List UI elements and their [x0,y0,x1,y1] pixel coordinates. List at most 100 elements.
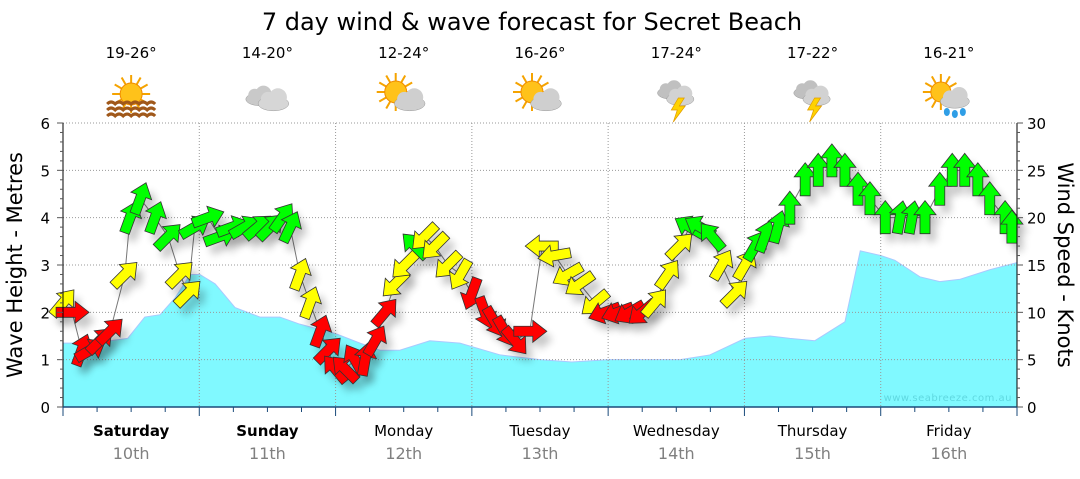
day-name-label: Thursday [777,422,848,440]
left-tick-label: 6 [40,115,50,133]
rain-drop [959,108,966,116]
sun-ray [385,75,392,83]
wind-arrow [640,289,667,319]
right-tick-label: 30 [1027,115,1046,133]
wind-arrow [164,261,193,290]
wind-arrow [144,201,167,235]
day-name-label: Friday [926,422,972,440]
sun-ray [515,96,523,103]
sun-ray [400,75,407,83]
wind-arrow [422,230,451,259]
temperature-label: 12-24° [378,44,429,62]
left-tick-label: 1 [40,352,50,370]
wind-arrow [565,270,597,296]
wind-arrow-shadow [428,239,456,267]
left-tick-label: 5 [40,162,50,180]
thunderstorm-icon [657,80,695,123]
day-date-label: 13th [522,444,559,463]
sun-showers-icon [922,74,970,118]
day-date-label: 16th [930,444,967,463]
cloud-shape [268,88,287,107]
sun-ray [924,82,933,88]
wind-arrow [94,318,123,347]
wind-arrow [109,261,138,290]
wind-arrow [833,152,857,187]
right-tick-label: 15 [1027,257,1046,275]
left-axis-label: Wave Height - Metres [3,152,27,378]
day-date-label: 12th [385,444,422,463]
wind-arrows [48,143,1029,393]
sun-ray [930,75,937,84]
wind-arrow [129,182,153,216]
wind-arrow [190,205,225,229]
sun-ray [949,82,957,88]
day-name-label: Sunday [236,422,299,440]
left-tick-label: 4 [40,210,50,228]
wind-arrow [653,260,679,291]
wind-arrow [370,298,397,329]
wind-arrow-shadow [389,277,417,304]
sun-ray [404,81,413,88]
wind-arrow [152,224,181,253]
right-tick-label: 0 [1027,399,1037,417]
wind-arrow [719,280,748,309]
weather-icons: 19-26° 14-20° 12-24° 16-26° 17-24° 17-22° 16-2… [106,44,974,123]
day-name-label: Saturday [93,422,170,440]
watermark: www.seabreeze.com.au [884,393,1012,404]
right-tick-label: 5 [1027,352,1037,370]
wind-arrow [977,181,1002,216]
cloudy-icon [245,85,289,112]
day-date-label: 10th [113,444,150,463]
wind-arrow [513,319,548,344]
cloud-shape [812,85,829,102]
sun-ray [536,75,543,83]
day-name-label: Tuesday [508,422,570,440]
sun-ray [930,100,937,109]
partly-cloudy-icon [513,73,562,112]
sun-ray [924,96,933,102]
cloud-shape [541,88,560,107]
day-name-label: Monday [374,422,433,440]
cloud-shape [405,88,424,107]
temperature-label: 19-26° [106,44,157,62]
sun-ray [541,81,549,88]
wind-arrow [362,325,387,358]
wind-arrow [172,280,201,309]
haze-wave [106,106,157,113]
wind-arrow-shadow [101,327,129,355]
sun-ray [140,83,149,90]
sun-ray [385,101,392,109]
temperature-label: 17-24° [651,44,702,62]
cloud-shape [676,85,693,102]
axes: 0 1 2 3 4 5 6 0 5 10 15 20 25 30 Saturday 10th Sunday 11t… [40,115,1046,463]
temperature-label: 16-26° [514,44,565,62]
cloud-shape [950,86,968,104]
wind-arrow-shadow [715,258,739,290]
lightning-bolt [806,97,823,123]
right-tick-label: 10 [1027,304,1046,322]
wind-arrow-shadow [571,278,602,303]
sun-ray [515,81,523,88]
wind-arrow [708,249,734,282]
left-tick-label: 3 [40,257,50,275]
rain-drop [943,108,950,116]
wind-arrow [524,234,559,258]
wind-arrow-shadow [116,270,143,298]
wind-arrow-shadow [179,289,206,317]
wind-arrow [664,233,693,262]
right-tick-label: 20 [1027,210,1046,228]
wind-arrow [700,223,727,253]
wind-arrow [309,314,333,349]
wind-arrow [767,210,791,245]
partly-cloudy-icon [376,73,426,112]
haze-wave [106,100,157,107]
lightning-bolt [670,97,686,123]
wind-arrow [448,257,474,290]
temperature-label: 17-22° [787,44,838,62]
right-axis-label: Wind Speed - Knots [1053,162,1077,367]
wind-arrow [965,162,990,197]
day-date-label: 15th [794,444,831,463]
sun-disc [119,82,143,106]
day-date-label: 11th [249,444,286,463]
